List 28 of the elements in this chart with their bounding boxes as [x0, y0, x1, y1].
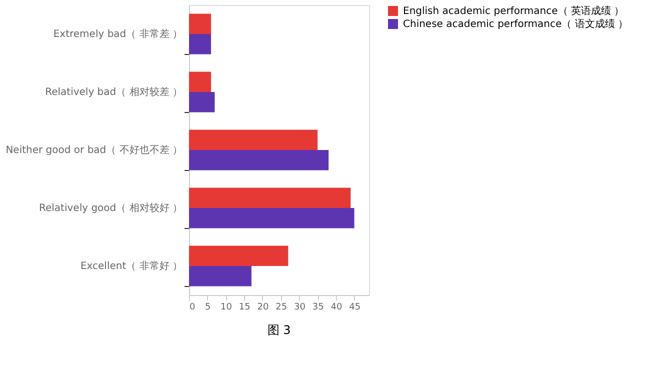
y-tick-label: Excellent（ 非常好 ） — [80, 260, 182, 272]
y-tick-label: Relatively good（ 相对较好 ） — [39, 202, 182, 214]
bar — [189, 246, 288, 266]
y-tick-label: Extremely bad（ 非常差 ） — [53, 28, 182, 40]
bar — [189, 208, 354, 228]
x-tick-label: 5 — [205, 302, 211, 312]
x-tick-label: 10 — [220, 302, 232, 312]
x-tick-label: 15 — [238, 302, 250, 312]
bar — [189, 14, 212, 34]
legend-label: English academic performance（ 英语成绩 ） — [403, 5, 624, 17]
x-tick-label: 40 — [330, 302, 342, 312]
bar — [189, 130, 318, 150]
bar — [189, 72, 212, 92]
legend-label: Chinese academic performance（ 语文成绩 ） — [403, 18, 628, 30]
bar — [189, 266, 252, 286]
x-tick-label: 45 — [349, 302, 361, 312]
x-tick-label: 30 — [294, 302, 306, 312]
x-tick-label: 0 — [190, 302, 196, 312]
bar — [189, 92, 215, 112]
x-tick-label: 25 — [276, 302, 288, 312]
bar — [189, 188, 351, 208]
y-tick-label: Relatively bad（ 相对较差 ） — [45, 86, 182, 98]
x-tick-label: 35 — [312, 302, 324, 312]
y-tick-label: Neither good or bad（ 不好也不差 ） — [6, 144, 182, 156]
bar — [189, 34, 212, 54]
caption: 图 3 — [267, 323, 291, 337]
bar — [189, 150, 329, 170]
x-tick-label: 20 — [257, 302, 269, 312]
